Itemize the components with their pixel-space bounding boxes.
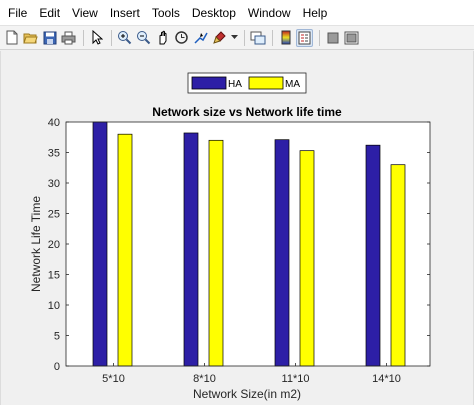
- bar-ma-4: [390, 164, 406, 367]
- toolbar-separator: [111, 29, 112, 46]
- menu-desktop[interactable]: Desktop: [191, 5, 236, 20]
- legend-label-ha: HA: [228, 79, 242, 90]
- menu-file[interactable]: File: [8, 5, 28, 20]
- bar-ha-2: [183, 132, 199, 367]
- x-axis-label: Network Size(in m2): [193, 387, 301, 401]
- axes-box: [65, 121, 431, 367]
- y-tick-label: 0: [54, 361, 60, 373]
- zoom-out-icon[interactable]: [135, 29, 152, 47]
- legend-swatch-ha: [191, 76, 227, 90]
- open-folder-icon[interactable]: [22, 29, 39, 47]
- insert-colorbar-icon[interactable]: [277, 29, 294, 47]
- y-tick-label: 20: [48, 239, 60, 251]
- rotate-3d-icon[interactable]: [173, 29, 190, 47]
- bar-ha-3: [274, 139, 290, 367]
- menu-bar: File Edit View Insert Tools Desktop Wind…: [0, 0, 474, 26]
- y-axis: 0 5 10 15 20 25 30 35 40: [48, 117, 430, 373]
- show-plot-tools-icon[interactable]: [343, 29, 360, 47]
- y-tick-label: 40: [48, 117, 60, 129]
- y-tick-label: 35: [48, 148, 60, 160]
- toolbar-separator: [319, 29, 320, 46]
- brush-icon[interactable]: [211, 29, 228, 47]
- chart-title: Network size vs Network life time: [152, 105, 342, 119]
- link-plot-icon[interactable]: [249, 29, 266, 47]
- toolbar-separator: [83, 29, 84, 46]
- legend-swatch-ma: [248, 76, 284, 90]
- bar-ma-2: [208, 139, 224, 367]
- x-tick-label: 5*10: [102, 373, 125, 385]
- toolbar: [0, 26, 474, 50]
- bar-chart: HA MA Network size vs Network life time …: [29, 72, 431, 401]
- bar-ha-1: [92, 121, 108, 367]
- y-tick-label: 15: [48, 270, 60, 282]
- menu-view[interactable]: View: [72, 5, 98, 20]
- save-icon[interactable]: [41, 29, 58, 47]
- y-tick-label: 30: [48, 178, 60, 190]
- print-icon[interactable]: [60, 29, 77, 47]
- pointer-icon[interactable]: [88, 29, 105, 47]
- legend[interactable]: HA MA: [187, 72, 307, 94]
- x-tick-label: 14*10: [372, 373, 401, 385]
- brush-dropdown-icon[interactable]: [230, 29, 238, 47]
- bar-ma-1: [117, 133, 133, 367]
- menu-insert[interactable]: Insert: [109, 5, 140, 20]
- bar-ma-3: [299, 150, 315, 367]
- menu-help[interactable]: Help: [302, 5, 328, 20]
- y-axis-label: Network Life Time: [29, 196, 43, 292]
- hide-plot-tools-icon[interactable]: [324, 29, 341, 47]
- menu-tools[interactable]: Tools: [151, 5, 180, 20]
- x-axis: 5*10 8*10 11*10 14*10: [102, 363, 401, 385]
- bars-group: [92, 121, 406, 367]
- toolbar-separator: [244, 29, 245, 46]
- data-cursor-icon[interactable]: [192, 29, 209, 47]
- legend-label-ma: MA: [285, 79, 300, 90]
- y-tick-label: 25: [48, 209, 60, 221]
- insert-legend-icon[interactable]: [296, 28, 313, 47]
- y-tick-label: 10: [48, 300, 60, 312]
- toolbar-separator: [272, 29, 273, 46]
- x-tick-label: 11*10: [282, 373, 310, 385]
- menu-edit[interactable]: Edit: [39, 5, 61, 20]
- x-tick-label: 8*10: [193, 373, 216, 385]
- bar-ha-4: [365, 144, 381, 367]
- zoom-in-icon[interactable]: [116, 29, 133, 47]
- pan-icon[interactable]: [154, 29, 171, 47]
- y-tick-label: 5: [54, 331, 60, 343]
- new-file-icon[interactable]: [3, 29, 20, 47]
- menu-window[interactable]: Window: [247, 5, 291, 20]
